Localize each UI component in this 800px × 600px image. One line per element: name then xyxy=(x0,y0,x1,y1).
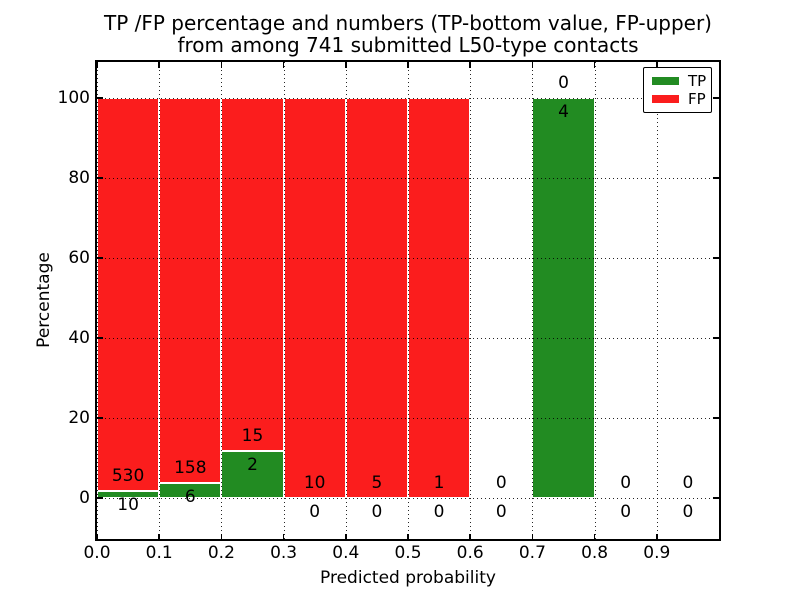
y-tick-label: 80 xyxy=(68,168,90,188)
x-axis-label: Predicted probability xyxy=(320,568,496,588)
x-tick-label: 0.6 xyxy=(456,543,484,563)
x-tick-label: 0.3 xyxy=(270,543,298,563)
tp-swatch-icon xyxy=(652,76,679,85)
legend-label-fp: FP xyxy=(688,90,706,109)
x-tick-label: 0.9 xyxy=(643,543,671,563)
x-tick-label: 0.1 xyxy=(145,543,173,563)
plot-area xyxy=(95,60,721,541)
x-tick-label: 0.8 xyxy=(581,543,609,563)
legend: TP FP xyxy=(643,67,712,113)
chart-title-line2: from among 741 submitted L50-type contac… xyxy=(177,33,639,57)
x-tick-label: 0.2 xyxy=(207,543,235,563)
legend-label-tp: TP xyxy=(688,71,707,90)
legend-row-tp: TP xyxy=(644,73,711,89)
legend-row-fp: FP xyxy=(644,91,711,107)
fp-swatch-icon xyxy=(652,95,679,104)
y-tick-label: 100 xyxy=(57,88,90,108)
y-tick-label: 20 xyxy=(68,408,90,428)
x-tick-label: 0.5 xyxy=(394,543,422,563)
y-axis-label: Percentage xyxy=(34,252,54,348)
x-tick-label: 0.7 xyxy=(518,543,546,563)
chart-title-line1: TP /FP percentage and numbers (TP-bottom… xyxy=(104,11,712,35)
x-tick-label: 0.0 xyxy=(83,543,111,563)
x-tick-label: 0.4 xyxy=(332,543,360,563)
y-tick-label: 0 xyxy=(79,488,90,508)
